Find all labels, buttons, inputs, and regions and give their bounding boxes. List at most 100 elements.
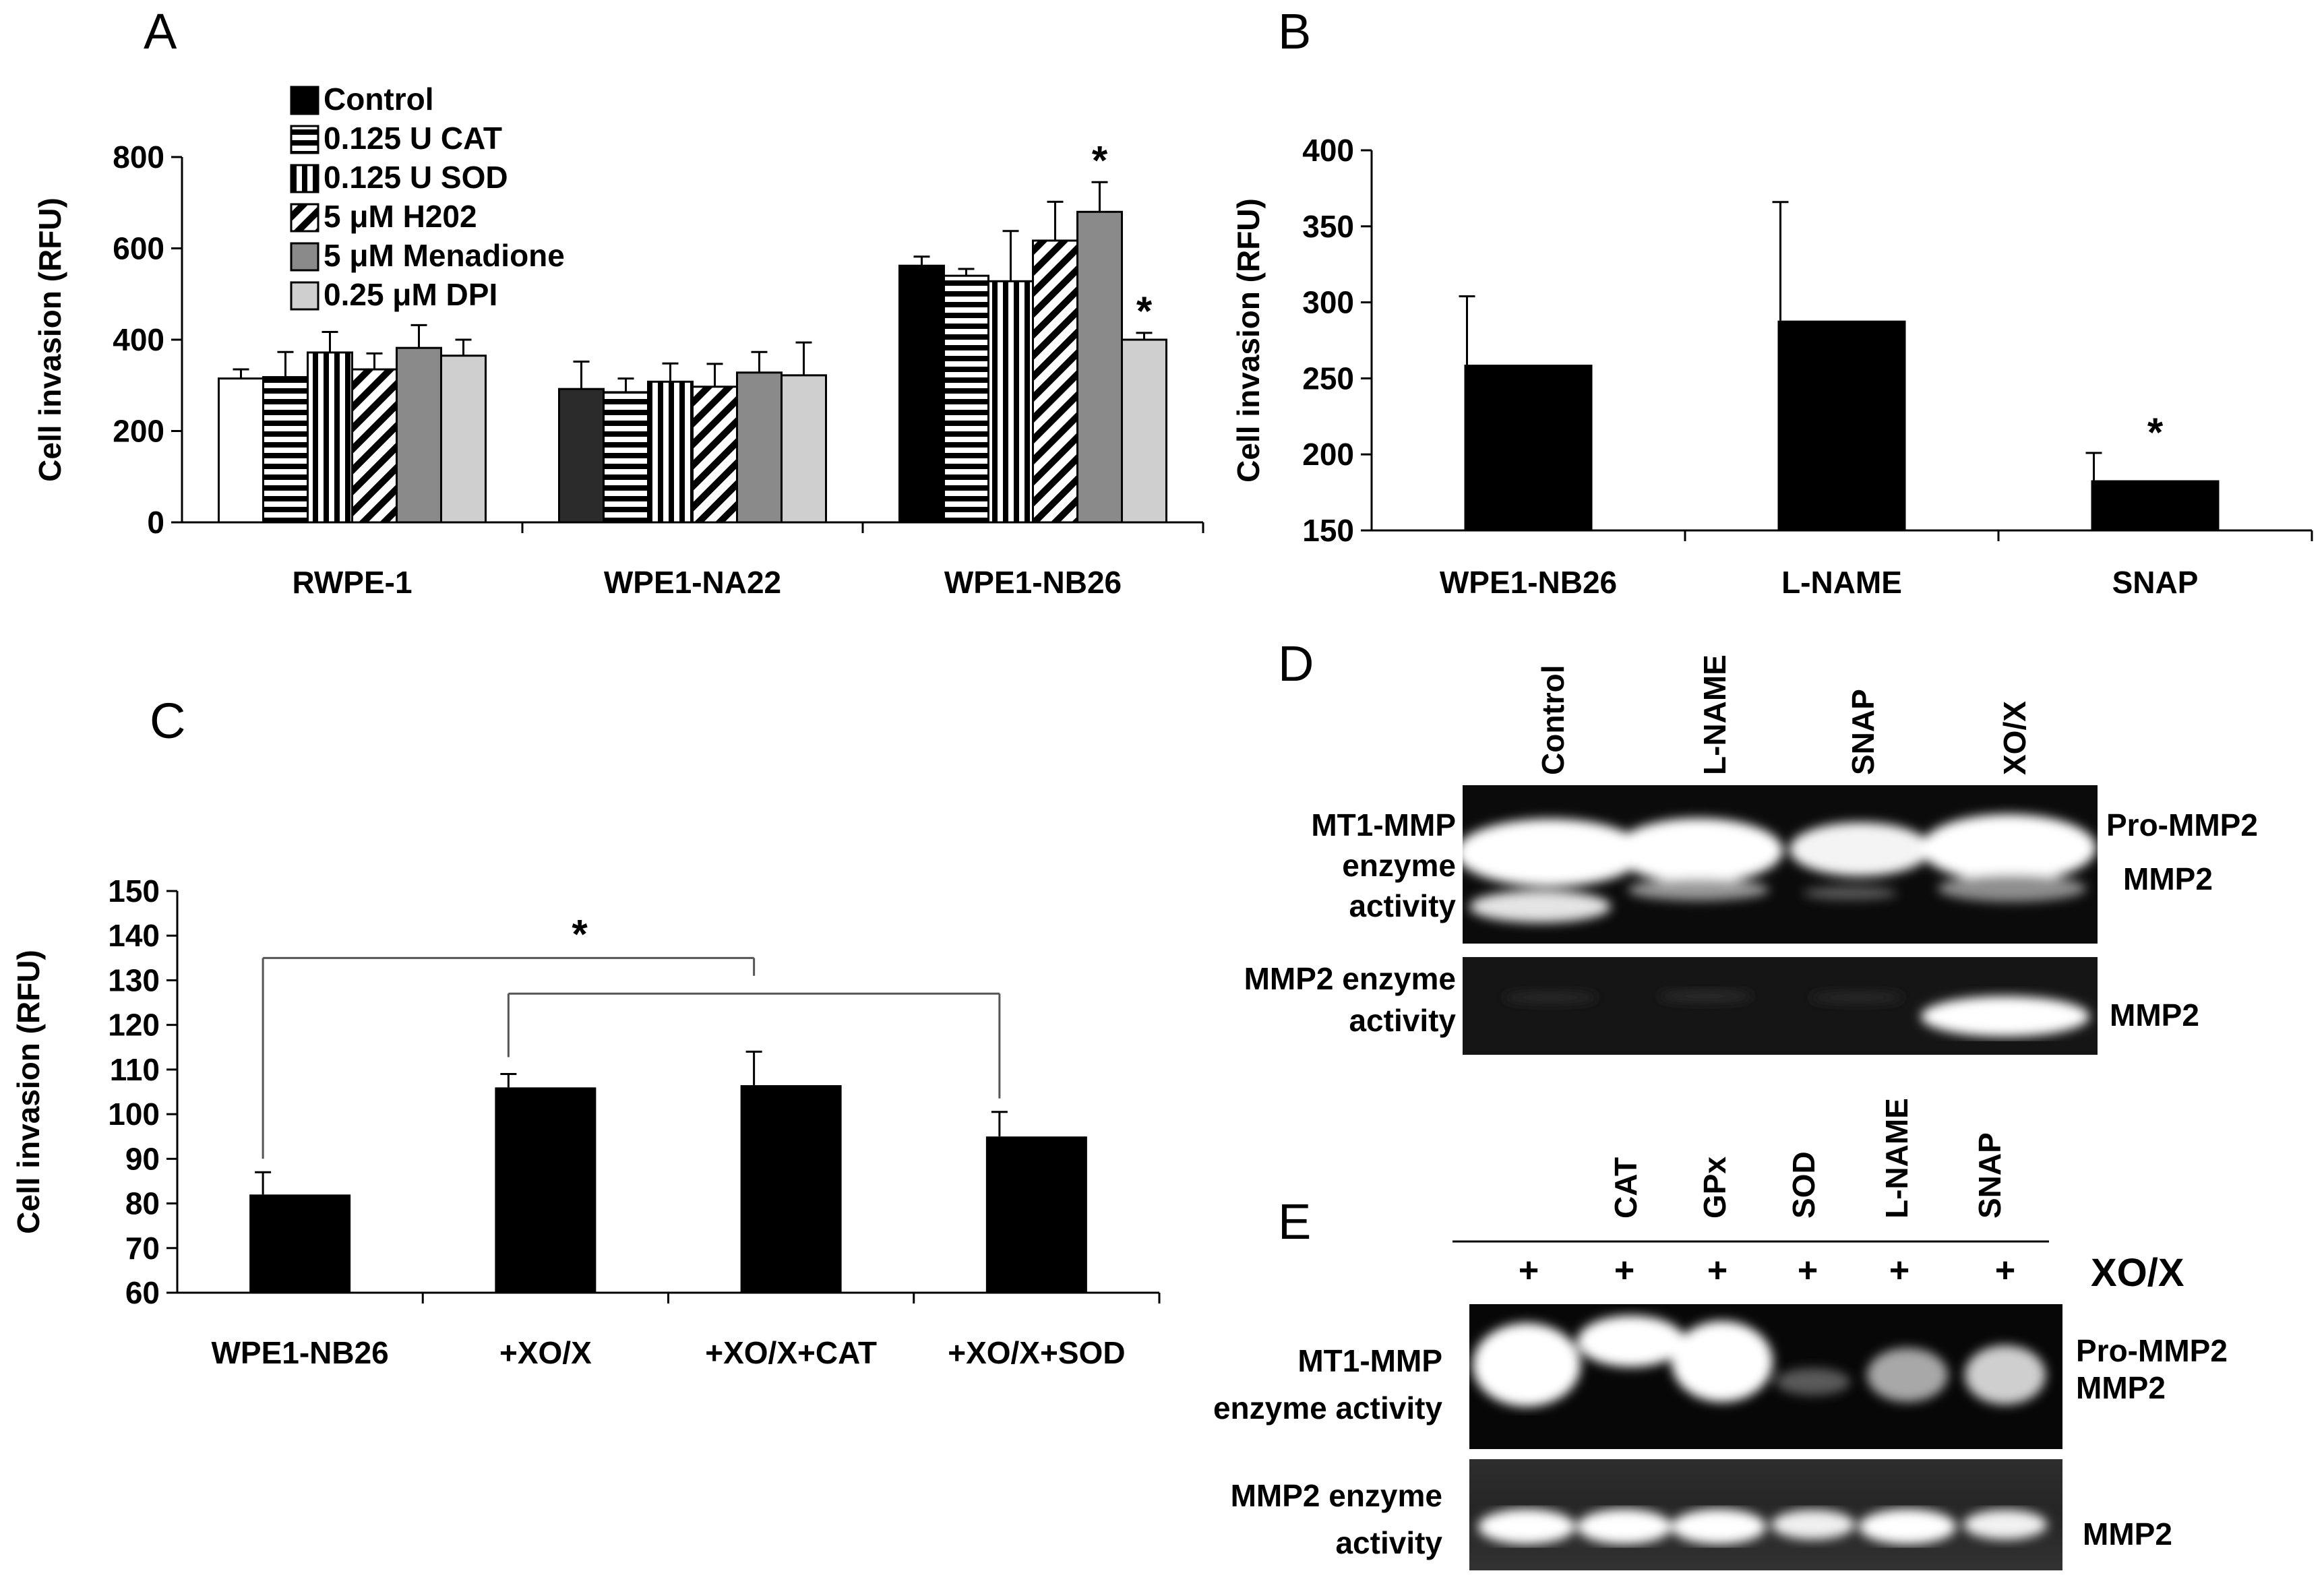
chart-c-category-label: +XO/X+CAT	[705, 1335, 877, 1370]
chart-b-y-tick-label: 400	[1302, 133, 1354, 168]
chart-a-bar-wpe1-nb26-0-125-u-cat	[943, 274, 989, 524]
gel-e-row2-right: MMP2	[2083, 1516, 2172, 1552]
legend-swatch-cat	[290, 125, 319, 154]
gel-d-lane-control: Control	[1535, 665, 1570, 775]
chart-c-y-tick-label: 140	[108, 918, 160, 953]
gel-e-bottom-band-6	[1963, 1510, 2047, 1539]
chart-a-y-tick-label: 600	[113, 231, 164, 266]
chart-a-bar-rwpe-1-5-m-menadione	[396, 346, 442, 524]
chart-a-bar-wpe1-nb26-0-125-u-sod	[987, 280, 1034, 524]
gel-d-row1-right-1: Pro-MMP2	[2106, 807, 2258, 842]
gel-e-plus-1: +	[1519, 1251, 1539, 1290]
chart-a-bar-rwpe-1-control	[218, 377, 264, 524]
gel-d-row1-left-1: MT1-MMP	[1311, 807, 1456, 842]
gel-e-top-band-5	[1867, 1348, 1948, 1402]
chart-c-significance-marker: *	[572, 911, 588, 956]
legend-swatch-menadione	[290, 242, 319, 272]
gel-e-treatment-label: XO/X	[2091, 1251, 2184, 1295]
chart-c-y-tick-label: 90	[125, 1141, 160, 1176]
chart-a-category-label: WPE1-NB26	[944, 565, 1122, 600]
chart-a-bar-wpe1-nb26-control	[898, 264, 945, 524]
chart-a-category-label: WPE1-NA22	[604, 565, 781, 600]
gel-e-bottom-band-5	[1859, 1509, 1956, 1544]
gel-e-lane-snap: SNAP	[1972, 1132, 2007, 1219]
panel-letter-e: E	[1278, 1194, 1311, 1250]
chart-a-bar-rwpe-1-0-125-u-sod	[307, 351, 353, 524]
gel-e-bottom-band-2	[1577, 1509, 1672, 1544]
gel-d-row2-left-1: MMP2 enzyme	[1244, 961, 1456, 996]
gel-e-bottom-band-3	[1672, 1509, 1766, 1544]
chart-b-y-tick-label: 300	[1302, 285, 1354, 320]
legend-swatch-h2o2	[290, 203, 319, 233]
gel-e-row1-right-2: MMP2	[2076, 1370, 2166, 1405]
chart-c-bar-xo-x-sod	[985, 1136, 1087, 1293]
gel-d-row2-right: MMP2	[2110, 998, 2199, 1033]
gel-d-lane-snap: SNAP	[1845, 689, 1880, 775]
legend-a: Control 0.125 U CAT 0.125 U SOD 5 μM H20…	[290, 82, 565, 312]
chart-a-bar-wpe1-nb26-5-m-h202	[1032, 239, 1078, 524]
chart-b-category-label: WPE1-NB26	[1440, 565, 1617, 600]
gel-d-top-band-pro-1	[1456, 819, 1645, 886]
legend-label-menadione: 5 μM Menadione	[324, 238, 565, 273]
chart-c-y-tick-label: 60	[125, 1275, 160, 1310]
chart-b-bar-wpe1-nb26	[1464, 365, 1593, 530]
chart-a-bar-wpe1-na22-5-m-menadione	[736, 371, 783, 524]
gel-e-row1-left-1: MT1-MMP	[1297, 1343, 1442, 1378]
gel-d-bottom-band-2	[1658, 991, 1752, 1002]
panel-d-gel: Control L-NAME SNAP XO/X MT1-MMP enzyme …	[1244, 654, 2258, 1055]
chart-a-y-tick-label: 200	[113, 414, 164, 449]
chart-a-bar-wpe1-na22-0-125-u-sod	[647, 380, 694, 524]
chart-c-y-tick-label: 110	[110, 1052, 160, 1087]
chart-b-category-label: SNAP	[2112, 565, 2199, 600]
panel-letter-d: D	[1278, 636, 1314, 692]
gel-e-lane-lname: L-NAME	[1879, 1098, 1914, 1219]
gel-e-lane-gpx: GPx	[1697, 1157, 1732, 1219]
legend-label-control: Control	[324, 82, 434, 117]
gel-e-row1-right-1: Pro-MMP2	[2076, 1333, 2228, 1368]
panel-letter-c: C	[150, 693, 185, 749]
chart-b: 150 200 250 300 350 400 WPE1-NB26 L-NAME SNAP Cel…	[1231, 133, 2313, 600]
gel-d-row2-left-2: activity	[1349, 1003, 1456, 1038]
gel-e-plus-4: +	[1798, 1251, 1818, 1290]
chart-c: 60 70 80 90 100 110 120 130 140 150 WPE1-NB26 +XO/X…	[11, 873, 1161, 1370]
chart-c-y-tick-label: 100	[108, 1097, 160, 1132]
gel-e-plus-3: +	[1707, 1251, 1727, 1290]
gel-d-row1-left-2: enzyme	[1342, 848, 1456, 883]
chart-c-y-tick-label: 150	[108, 873, 160, 909]
chart-a-bar-wpe1-na22-control	[558, 388, 605, 524]
gel-d-top-band-mmp-2	[1628, 879, 1769, 900]
chart-b-y-tick-label: 250	[1302, 361, 1354, 396]
gel-d-top-band-mmp-1	[1469, 890, 1611, 923]
chart-b-bar-l-name	[1777, 320, 1906, 530]
legend-swatch-control	[290, 86, 319, 115]
chart-c-y-tick-label: 80	[125, 1186, 160, 1221]
gel-e-plus-5: +	[1889, 1251, 1909, 1290]
chart-c-y-label: Cell invasion (RFU)	[11, 950, 46, 1234]
gel-d-top-band-mmp-4	[1938, 875, 2086, 902]
legend-label-cat: 0.125 U CAT	[324, 121, 502, 156]
chart-a: 0 200 400 600 800 RWPE-1 WPE1-NA22 WPE1-NB26 Cel…	[32, 137, 1204, 600]
gel-e-plus-6: +	[1995, 1251, 2015, 1290]
chart-a-significance-marker: *	[1092, 137, 1108, 183]
gel-e-top-band-1	[1473, 1323, 1581, 1407]
chart-a-bar-wpe1-na22-0-25-m-dpi	[781, 374, 827, 524]
gel-d-top-band-pro-4	[1921, 814, 2096, 882]
gel-d-row1-right-2: MMP2	[2123, 861, 2213, 896]
chart-a-bar-wpe1-na22-5-m-h202	[692, 386, 738, 524]
chart-a-bar-rwpe-1-0-125-u-cat	[262, 376, 309, 524]
chart-c-bar-wpe1-nb26	[249, 1194, 351, 1293]
gel-e-bottom	[1469, 1459, 2062, 1570]
gel-d-top-band-mmp-3	[1803, 886, 1897, 900]
gel-d-lane-lname: L-NAME	[1697, 654, 1732, 775]
chart-a-significance-marker: *	[1136, 288, 1153, 334]
gel-e-plus-2: +	[1614, 1251, 1634, 1290]
chart-c-bar-xo-x-cat	[740, 1085, 842, 1293]
panel-e-gel: CAT GPx SOD L-NAME SNAP + + + + + + XO/X…	[1213, 1098, 2228, 1570]
gel-d-row1-left-3: activity	[1349, 888, 1456, 923]
gel-e-bottom-band-1	[1478, 1509, 1575, 1544]
gel-d-top-band-pro-2	[1614, 818, 1783, 883]
chart-a-y-tick-label: 800	[113, 140, 164, 175]
gel-e-row2-left-1: MMP2 enzyme	[1231, 1478, 1442, 1513]
panel-letter-a: A	[144, 3, 177, 59]
chart-a-bar-rwpe-1-0-25-m-dpi	[440, 355, 487, 524]
